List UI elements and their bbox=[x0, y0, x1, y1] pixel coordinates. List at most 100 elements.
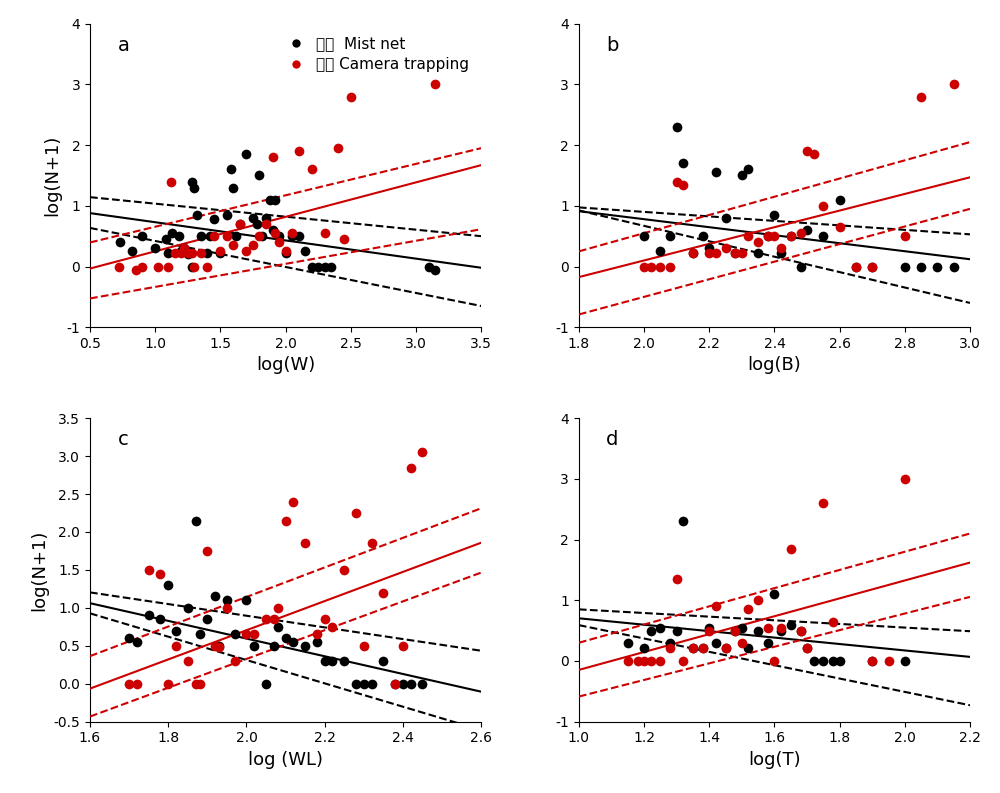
Point bbox=[141, 564, 157, 577]
Point bbox=[848, 260, 864, 273]
Point bbox=[297, 245, 313, 258]
Point bbox=[180, 247, 196, 259]
Point bbox=[336, 654, 352, 667]
Point bbox=[304, 260, 320, 273]
Point bbox=[266, 613, 282, 626]
Point bbox=[832, 193, 848, 206]
Point bbox=[124, 245, 140, 258]
Point bbox=[832, 220, 848, 233]
Point bbox=[783, 230, 799, 243]
Point bbox=[348, 507, 364, 519]
Point bbox=[773, 247, 789, 259]
Point bbox=[227, 654, 243, 667]
Point bbox=[740, 163, 756, 176]
Point bbox=[186, 182, 202, 194]
Point bbox=[675, 178, 691, 191]
Point bbox=[278, 247, 294, 259]
Point bbox=[129, 636, 145, 649]
Point bbox=[695, 230, 711, 243]
Point bbox=[285, 636, 301, 649]
Point bbox=[258, 212, 274, 224]
Point bbox=[193, 247, 209, 259]
Point bbox=[760, 621, 776, 634]
Point bbox=[207, 590, 223, 603]
Point bbox=[669, 175, 685, 188]
Point bbox=[150, 260, 166, 273]
Y-axis label: log(N+1): log(N+1) bbox=[43, 135, 61, 216]
Point bbox=[620, 654, 636, 667]
Point bbox=[718, 642, 734, 654]
X-axis label: log(W): log(W) bbox=[256, 357, 315, 374]
Point bbox=[184, 247, 200, 259]
Point bbox=[192, 677, 208, 690]
Point bbox=[147, 242, 163, 255]
Point bbox=[160, 260, 176, 273]
Point bbox=[121, 632, 137, 645]
Point bbox=[825, 615, 841, 628]
Point bbox=[669, 573, 685, 585]
Point bbox=[815, 654, 831, 667]
Point bbox=[238, 628, 254, 641]
Point bbox=[364, 677, 380, 690]
Point bbox=[773, 621, 789, 634]
Point bbox=[864, 260, 880, 273]
Point bbox=[310, 260, 326, 273]
Point bbox=[760, 230, 776, 243]
Point bbox=[297, 639, 313, 652]
Point bbox=[783, 619, 799, 631]
Point bbox=[251, 169, 267, 182]
Point bbox=[414, 446, 430, 458]
Point bbox=[180, 248, 196, 261]
Point bbox=[630, 654, 646, 667]
Point bbox=[708, 247, 724, 259]
Point bbox=[271, 230, 287, 243]
Y-axis label: log(N+1): log(N+1) bbox=[30, 529, 48, 611]
Point bbox=[727, 247, 743, 259]
Point bbox=[675, 654, 691, 667]
Point bbox=[740, 230, 756, 243]
Point bbox=[669, 624, 685, 637]
Point bbox=[685, 642, 701, 654]
Point bbox=[427, 263, 443, 276]
Point bbox=[245, 239, 261, 251]
Point bbox=[278, 515, 294, 527]
Point bbox=[773, 242, 789, 255]
Point bbox=[695, 642, 711, 654]
Point bbox=[708, 637, 724, 649]
Point bbox=[291, 145, 307, 158]
Point bbox=[685, 642, 701, 654]
Point bbox=[271, 236, 287, 248]
Point bbox=[141, 609, 157, 622]
Point bbox=[206, 213, 222, 225]
Point bbox=[750, 624, 766, 637]
Point bbox=[421, 260, 437, 273]
Point bbox=[267, 227, 283, 239]
X-axis label: log(B): log(B) bbox=[748, 357, 801, 374]
Point bbox=[766, 588, 782, 600]
Point bbox=[364, 537, 380, 550]
Point bbox=[734, 621, 750, 634]
Point bbox=[225, 239, 241, 251]
Point bbox=[258, 613, 274, 626]
Point bbox=[701, 624, 717, 637]
Point bbox=[403, 677, 419, 690]
Point bbox=[652, 260, 668, 273]
Point bbox=[212, 247, 228, 259]
Point bbox=[164, 227, 180, 239]
Point bbox=[695, 642, 711, 654]
Point bbox=[403, 462, 419, 474]
Point bbox=[232, 218, 248, 231]
Point bbox=[278, 632, 294, 645]
Point bbox=[167, 247, 183, 259]
Point bbox=[773, 624, 789, 637]
Point bbox=[330, 142, 346, 155]
Point bbox=[211, 639, 227, 652]
Point bbox=[806, 148, 822, 161]
Point bbox=[662, 642, 678, 654]
Point bbox=[176, 242, 192, 255]
Point bbox=[160, 579, 176, 592]
Point bbox=[199, 545, 215, 557]
Point bbox=[336, 233, 352, 246]
Point bbox=[258, 218, 274, 231]
Legend: 网捕  Mist net, 相机 Camera trapping: 网捕 Mist net, 相机 Camera trapping bbox=[276, 32, 473, 77]
